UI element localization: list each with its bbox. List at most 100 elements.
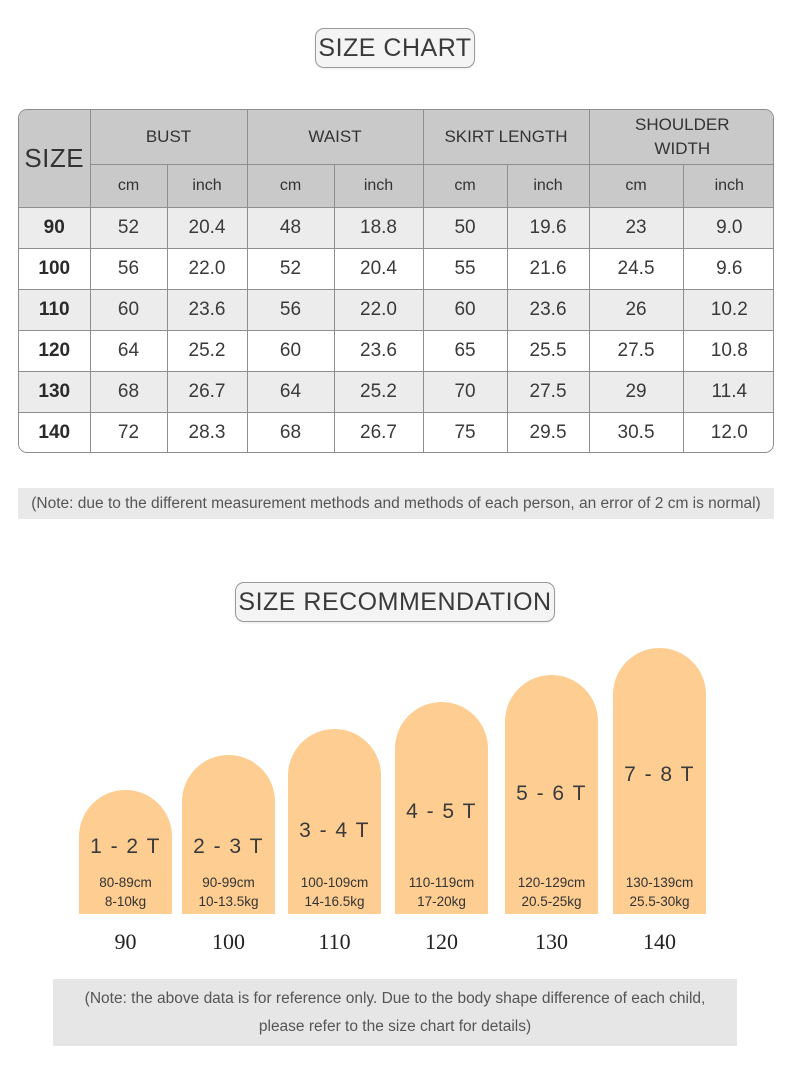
measurement-cell: 64 [246, 370, 335, 413]
size-label: 130 [535, 929, 568, 954]
age-label: 2 - 3 T [193, 835, 264, 858]
height-range: 120-129cm [517, 875, 586, 890]
age-label: 5 - 6 T [516, 782, 587, 805]
measurement-cell: 9.0 [682, 206, 773, 249]
unit-header: cm [90, 163, 168, 208]
table-row: 90 52 20.4 48 18.8 50 19.6 23 9.0 [19, 206, 773, 249]
measurement-cell: 20.4 [166, 206, 248, 249]
measurement-cell: 72 [89, 411, 168, 452]
measurement-cell: 22.0 [333, 288, 424, 331]
measurement-cell: 23.6 [333, 329, 424, 372]
table-row: 100 56 22.0 52 20.4 55 21.6 24.5 9.6 [19, 247, 773, 290]
measurement-cell: 29 [588, 370, 684, 413]
measurement-cell: 65 [422, 329, 508, 372]
unit-header: cm [588, 163, 684, 208]
bar-info: 110-119cm 17-20kg [395, 873, 488, 911]
shoulder-width-header: SHOULDER WIDTH [588, 110, 773, 165]
reference-note-line1: (Note: the above data is for reference o… [84, 989, 706, 1007]
measurement-cell: 60 [246, 329, 335, 372]
table-row: 130 68 26.7 64 25.2 70 27.5 29 11.4 [19, 370, 773, 413]
measurement-cell: 27.5 [588, 329, 684, 372]
measurement-note: (Note: due to the different measurement … [18, 488, 774, 519]
measurement-cell: 10.2 [682, 288, 773, 331]
measurement-cell: 12.0 [682, 411, 773, 452]
measurement-cell: 70 [422, 370, 508, 413]
age-label: 7 - 8 T [624, 763, 695, 786]
age-label: 1 - 2 T [90, 835, 161, 858]
measurement-cell: 9.6 [682, 247, 773, 290]
measurement-cell: 28.3 [166, 411, 248, 452]
size-bar: 5 - 6 T 120-129cm 20.5-25kg [505, 675, 598, 914]
measurement-cell: 60 [89, 288, 168, 331]
waist-header: WAIST [246, 110, 424, 165]
weight-range: 10-13.5kg [198, 894, 259, 909]
size-chart-table: SIZE BUST WAIST SKIRT LENGTH SHOULDER WI… [18, 109, 774, 453]
table-row: 140 72 28.3 68 26.7 75 29.5 30.5 12.0 [19, 411, 773, 452]
measurement-cell: 68 [246, 411, 335, 452]
unit-header: inch [333, 163, 424, 208]
size-bar: 1 - 2 T 80-89cm 8-10kg [79, 790, 172, 914]
size-bar: 2 - 3 T 90-99cm 10-13.5kg [182, 755, 275, 914]
measurement-cell: 26.7 [166, 370, 248, 413]
measurement-cell: 68 [89, 370, 168, 413]
measurement-cell: 75 [422, 411, 508, 452]
size-label: 100 [212, 929, 245, 954]
unit-header: inch [166, 163, 248, 208]
table-row: 120 64 25.2 60 23.6 65 25.5 27.5 10.8 [19, 329, 773, 372]
size-cell: 90 [19, 206, 91, 249]
size-header: SIZE [19, 110, 91, 208]
size-cell: 130 [19, 370, 91, 413]
measurement-cell: 26 [588, 288, 684, 331]
weight-range: 14-16.5kg [304, 894, 365, 909]
unit-header: inch [506, 163, 590, 208]
unit-header: cm [422, 163, 508, 208]
measurement-cell: 23.6 [506, 288, 590, 331]
bar-info: 80-89cm 8-10kg [79, 873, 172, 911]
bar-info: 100-109cm 14-16.5kg [288, 873, 381, 911]
measurement-cell: 27.5 [506, 370, 590, 413]
measurement-cell: 50 [422, 206, 508, 249]
bar-info: 120-129cm 20.5-25kg [505, 873, 598, 911]
bar-info: 130-139cm 25.5-30kg [613, 873, 706, 911]
size-bar: 3 - 4 T 100-109cm 14-16.5kg [288, 729, 381, 914]
height-range: 80-89cm [99, 875, 152, 890]
measurement-cell: 30.5 [588, 411, 684, 452]
measurement-cell: 64 [89, 329, 168, 372]
age-label: 3 - 4 T [299, 819, 370, 842]
size-recommendation-title: SIZE RECOMMENDATION [235, 582, 555, 622]
measurement-cell: 52 [89, 206, 168, 249]
measurement-cell: 10.8 [682, 329, 773, 372]
measurement-cell: 25.2 [333, 370, 424, 413]
measurement-cell: 60 [422, 288, 508, 331]
unit-header: cm [246, 163, 335, 208]
table-row: 110 60 23.6 56 22.0 60 23.6 26 10.2 [19, 288, 773, 331]
size-chart-title: SIZE CHART [315, 28, 475, 68]
size-bar: 4 - 5 T 110-119cm 17-20kg [395, 702, 488, 914]
weight-range: 25.5-30kg [629, 894, 690, 909]
measurement-cell: 23 [588, 206, 684, 249]
measurement-cell: 18.8 [333, 206, 424, 249]
measurement-cell: 56 [246, 288, 335, 331]
size-cell: 120 [19, 329, 91, 372]
measurement-cell: 56 [89, 247, 168, 290]
size-cell: 110 [19, 288, 91, 331]
measurement-cell: 24.5 [588, 247, 684, 290]
measurement-cell: 19.6 [506, 206, 590, 249]
measurement-cell: 23.6 [166, 288, 248, 331]
size-label: 110 [318, 929, 351, 954]
height-range: 130-139cm [625, 875, 694, 890]
bar-info: 90-99cm 10-13.5kg [182, 873, 275, 911]
height-range: 110-119cm [408, 875, 475, 890]
measurement-cell: 52 [246, 247, 335, 290]
skirt-length-header: SKIRT LENGTH [422, 110, 590, 165]
measurement-cell: 48 [246, 206, 335, 249]
measurement-cell: 22.0 [166, 247, 248, 290]
weight-range: 8-10kg [104, 894, 147, 909]
size-label: 120 [425, 929, 458, 954]
measurement-cell: 21.6 [506, 247, 590, 290]
measurement-cell: 20.4 [333, 247, 424, 290]
weight-range: 17-20kg [417, 894, 466, 909]
measurement-cell: 26.7 [333, 411, 424, 452]
reference-note-line2: please refer to the size chart for detai… [258, 1017, 532, 1035]
size-cell: 100 [19, 247, 91, 290]
